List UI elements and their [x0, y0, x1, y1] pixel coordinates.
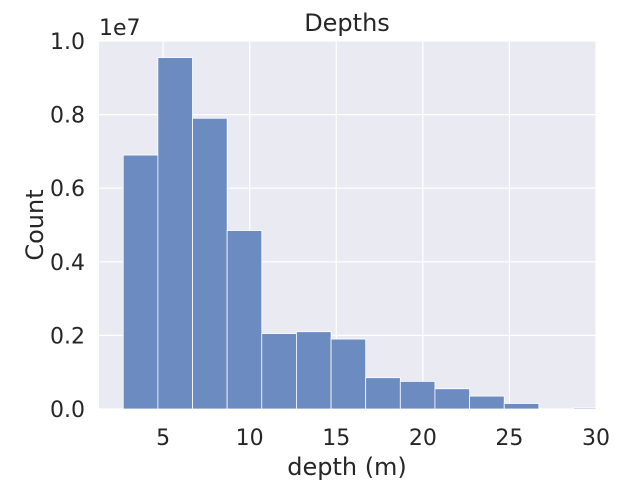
x-tick-label: 20 — [409, 426, 437, 451]
x-tick-label: 10 — [236, 426, 264, 451]
histogram-bar-1 — [157, 57, 193, 410]
histogram-bar-4 — [261, 333, 297, 410]
x-tick-label: 5 — [156, 426, 170, 451]
y-offset-label: 1e7 — [99, 16, 141, 41]
chart-title: Depths — [304, 9, 390, 37]
histogram-bar-3 — [226, 230, 263, 410]
histogram-bar-13 — [573, 407, 597, 410]
y-tick-label: 0.6 — [50, 177, 85, 202]
x-axis-label: depth (m) — [287, 453, 407, 481]
x-tick-labels: 5 10 15 20 25 30 — [156, 426, 610, 451]
y-tick-label: 0.4 — [50, 251, 85, 276]
x-tick-label: 15 — [322, 426, 350, 451]
histogram-bar-2 — [192, 117, 228, 410]
histogram-bar-0 — [122, 154, 159, 410]
histogram-bar-6 — [330, 338, 367, 410]
histogram-bar-5 — [296, 331, 332, 410]
y-tick-label: 0.0 — [50, 398, 85, 423]
y-tick-label: 0.8 — [50, 104, 85, 129]
histogram-bar-8 — [399, 380, 436, 410]
histogram-bar-10 — [469, 395, 505, 410]
y-axis-label: Count — [21, 189, 49, 260]
histogram-bar-9 — [434, 388, 470, 410]
y-tick-label: 1.0 — [50, 30, 85, 55]
y-tick-labels: 0.0 0.2 0.4 0.6 0.8 1.0 — [50, 30, 85, 423]
histogram-bars — [122, 57, 597, 410]
x-tick-label: 25 — [495, 426, 523, 451]
x-tick-label: 30 — [582, 426, 610, 451]
histogram-bar-11 — [503, 403, 540, 410]
y-tick-label: 0.2 — [50, 324, 85, 349]
histogram-bar-7 — [365, 377, 401, 410]
